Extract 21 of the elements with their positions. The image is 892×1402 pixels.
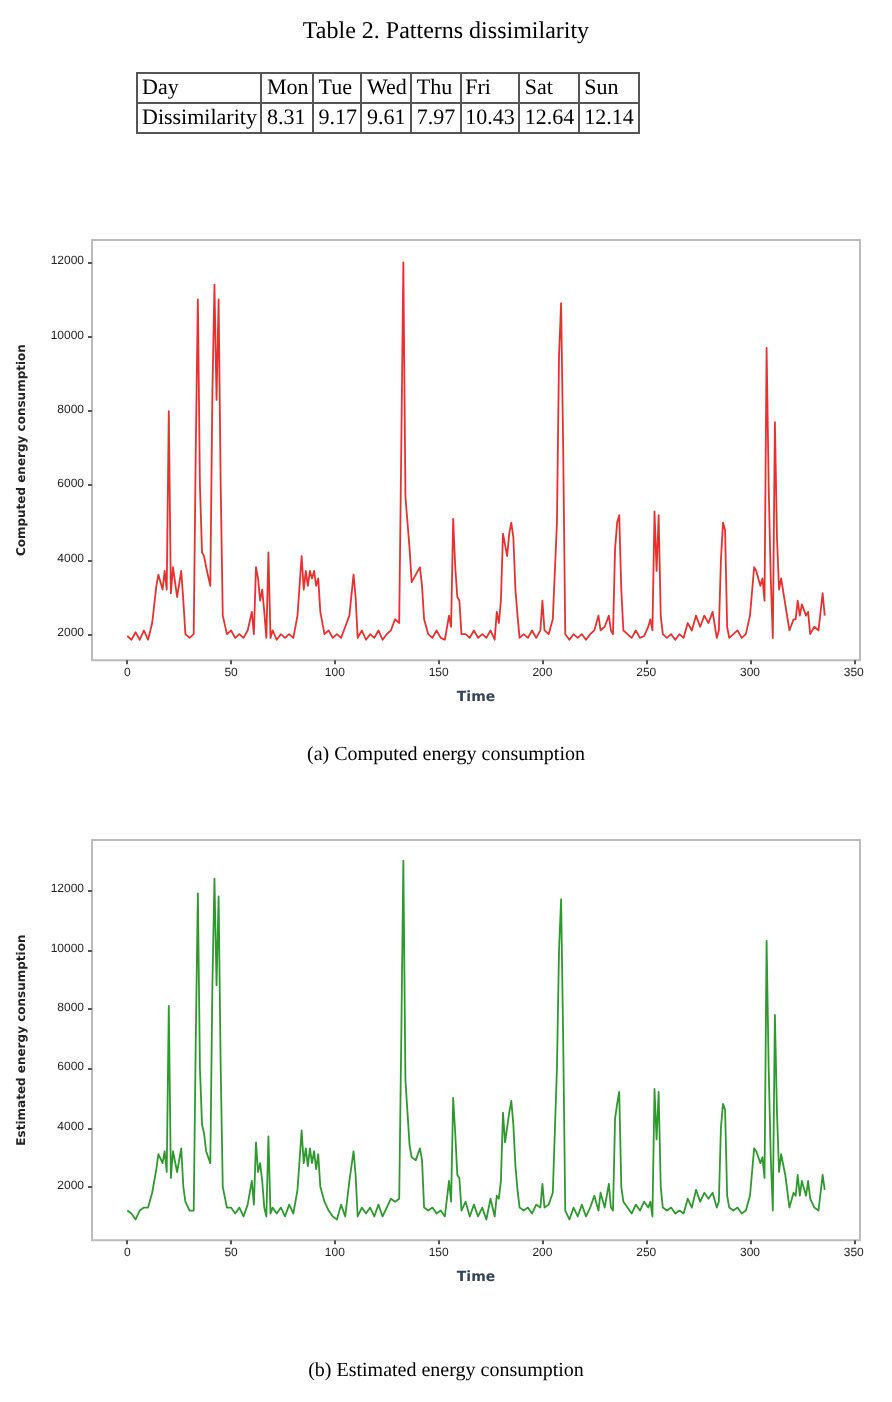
data-label: 9.61 bbox=[361, 103, 412, 133]
data-label: 8.31 bbox=[261, 103, 314, 133]
text: Dissimilarity bbox=[137, 103, 262, 133]
line-series bbox=[126, 859, 826, 1221]
text: Day bbox=[137, 73, 262, 103]
category-label: Thu bbox=[411, 73, 461, 103]
category-label: Sat bbox=[519, 73, 580, 103]
category-label: Fri bbox=[460, 73, 520, 103]
category-label: Mon bbox=[261, 73, 314, 103]
data-label: 9.17 bbox=[313, 103, 362, 133]
category-label: Wed bbox=[361, 73, 412, 103]
category-label: Tue bbox=[313, 73, 362, 103]
category-label: Sun bbox=[579, 73, 639, 103]
data-label: 12.14 bbox=[579, 103, 639, 133]
line-series bbox=[126, 261, 826, 641]
data-label: 7.97 bbox=[411, 103, 461, 133]
text: (a) Computed energy consumption bbox=[305, 744, 587, 766]
text: (b) Estimated energy consumption bbox=[306, 1360, 586, 1382]
data-label: 10.43 bbox=[460, 103, 520, 133]
text: Table 2. Patterns dissimilarity bbox=[300, 16, 592, 46]
data-label: 12.64 bbox=[519, 103, 580, 133]
